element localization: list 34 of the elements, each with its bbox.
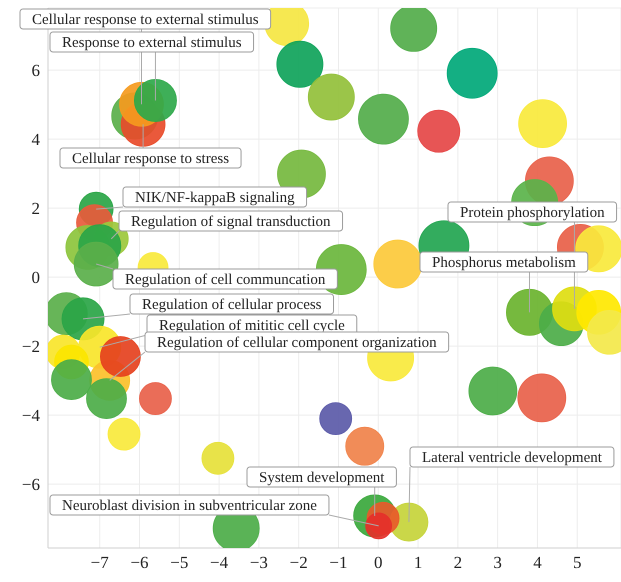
y-tick-label: 4: [32, 130, 40, 150]
x-tick-label: −1: [329, 553, 348, 572]
annotation: Cellular response to external stimulus: [32, 12, 259, 28]
y-tick-label: −6: [22, 475, 40, 494]
x-tick-label: 2: [454, 553, 462, 572]
annotation: Regulation of cellular component organization: [157, 335, 438, 351]
x-tick-label: −4: [210, 553, 229, 572]
x-tick-label: 3: [493, 553, 502, 572]
annotation: Regulation of cell communcation: [125, 272, 326, 288]
x-tick-label: −3: [250, 553, 268, 572]
x-tick-label: 0: [374, 553, 383, 572]
y-tick-label: 6: [32, 61, 40, 80]
y-tick-label: −2: [22, 337, 40, 356]
x-tick-label: 4: [533, 553, 542, 572]
x-tick-label: −7: [90, 553, 110, 572]
annotation: Cellular response to stress: [72, 151, 230, 167]
x-tick-label: −2: [290, 553, 308, 572]
annotation: Regulation of mititic cell cycle: [159, 318, 346, 334]
annotation: System development: [259, 470, 386, 486]
y-tick-label: −4: [22, 406, 40, 426]
annotation: Regulation of signal transduction: [131, 214, 332, 230]
annotation: Regulation of cellular process: [142, 297, 322, 313]
x-tick-label: −5: [170, 553, 188, 572]
annotation: Lateral ventricle development: [422, 450, 603, 466]
y-tick-label: 2: [32, 199, 40, 218]
annotation: Protein phosphorylation: [460, 205, 606, 221]
annotation: Response to external stimulus: [62, 35, 242, 51]
x-tick-label: 5: [572, 553, 582, 572]
y-tick-label: 0: [32, 268, 40, 288]
x-tick-label: 1: [414, 553, 422, 572]
annotation: Neuroblast division in subventricular zone: [62, 498, 318, 514]
x-tick-label: −6: [130, 553, 149, 572]
annotation: NIK/NF-kappaB signaling: [135, 190, 296, 206]
annotation: Phosphorus metabolism: [432, 255, 576, 271]
